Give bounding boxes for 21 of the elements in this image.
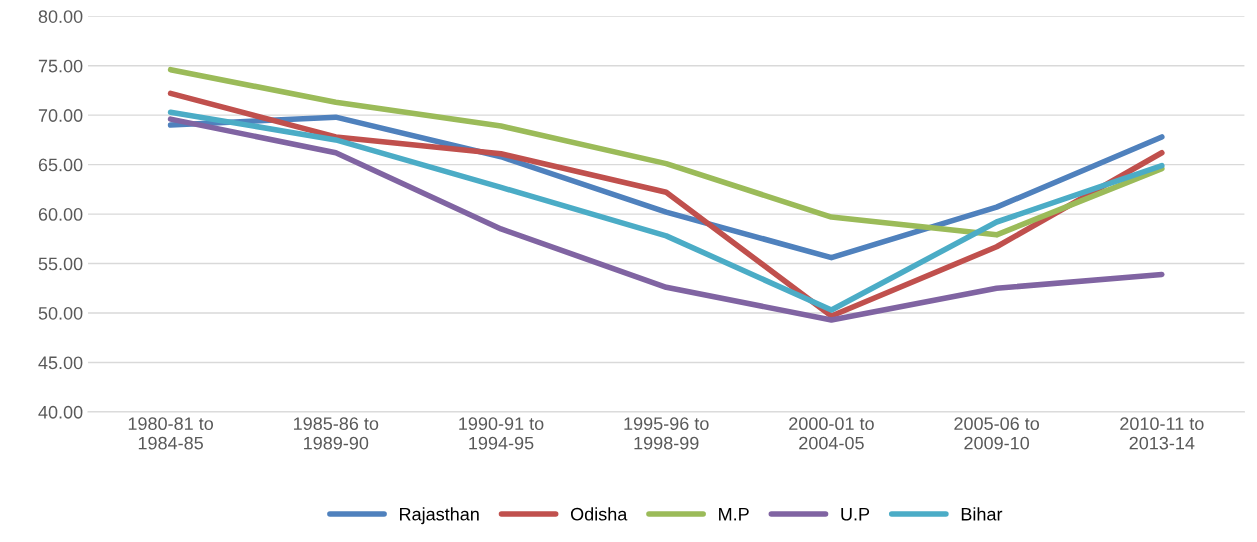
x-tick-label: 2005-06 to 2009-10 <box>954 417 1040 450</box>
legend-label: Rajasthan <box>400 507 479 525</box>
legend-label: U.P <box>841 507 870 521</box>
y-tick-label: 75.00 <box>38 59 83 73</box>
y-tick-label: 50.00 <box>38 306 83 320</box>
x-tick-label: 2000-01 to 2004-05 <box>789 417 874 450</box>
legend-label: Odisha <box>570 507 628 521</box>
y-tick-label: 65.00 <box>38 158 83 172</box>
y-tick-label: 70.00 <box>38 109 83 122</box>
legend-label: M.P <box>719 507 749 521</box>
x-tick-label: 1985-86 to 1989-90 <box>294 417 379 450</box>
x-tick-label: 1995-96 to 1998-99 <box>624 417 709 450</box>
x-tick-label: 1980-81 to 1984-85 <box>128 417 214 450</box>
y-tick-label: 80.00 <box>38 10 83 23</box>
y-tick-label: 45.00 <box>38 356 83 370</box>
legend-label: Bihar <box>961 507 1003 521</box>
y-tick-label: 40.00 <box>38 405 83 419</box>
x-tick-label: 1990-91 to 1994-95 <box>459 417 544 450</box>
x-tick-label: 2010-11 to 2013-14 <box>1120 417 1204 450</box>
y-tick-label: 55.00 <box>38 257 83 271</box>
y-tick-label: 60.00 <box>38 208 83 221</box>
